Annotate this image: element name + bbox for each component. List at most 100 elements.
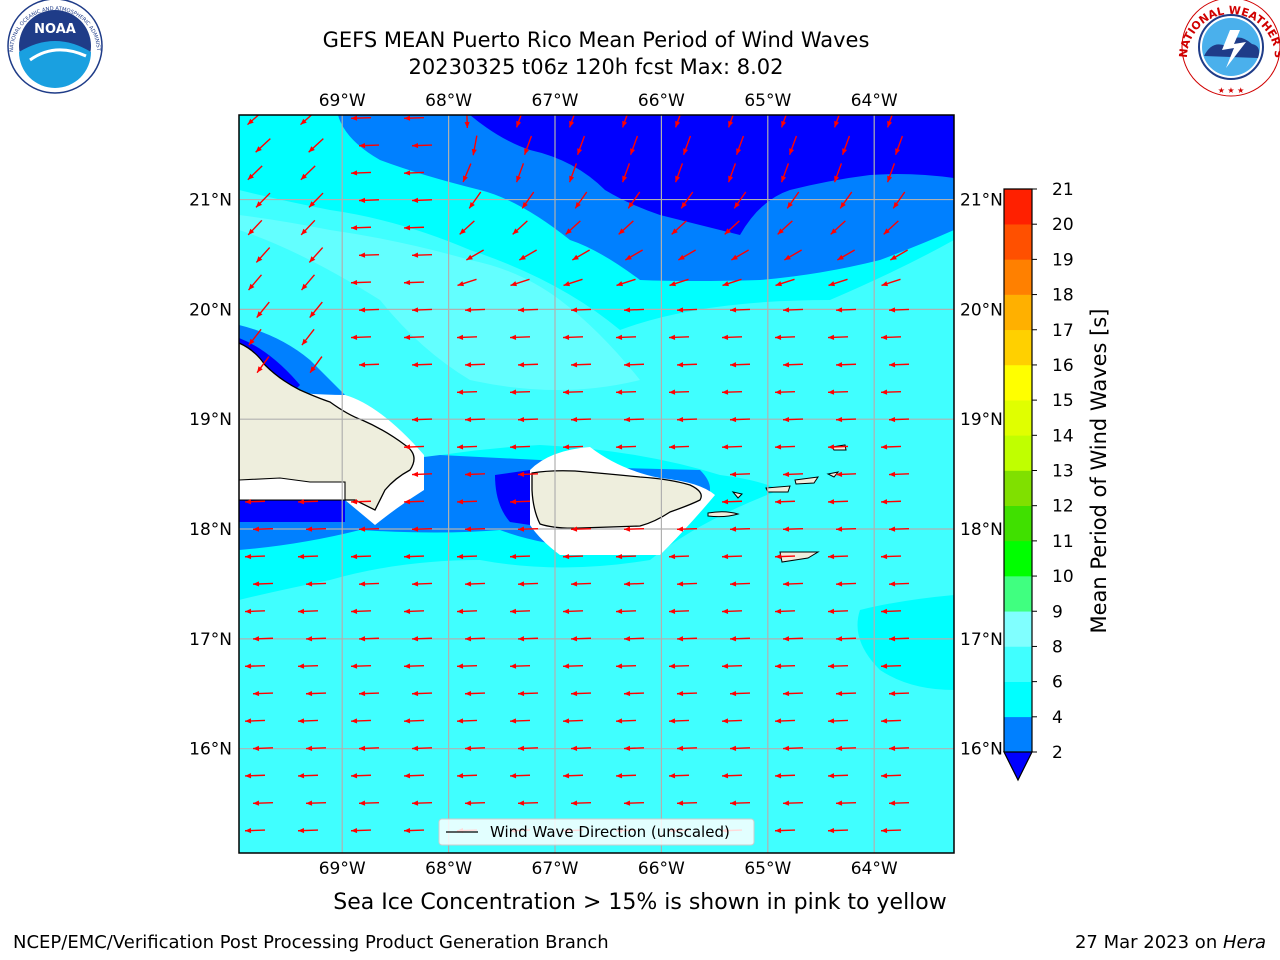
direction-arrow [255, 138, 271, 153]
direction-arrow [515, 163, 525, 183]
colorbar-tick-11: 16 [1052, 356, 1074, 376]
colorbar-tick-0: 2 [1052, 743, 1063, 763]
direction-arrow [297, 663, 319, 669]
direction-arrow [568, 163, 578, 183]
direction-arrow [509, 389, 531, 395]
lat-tick-right-5: 16°N [960, 740, 1003, 760]
direction-arrow [671, 220, 687, 235]
direction-arrow [464, 416, 486, 423]
direction-arrow [735, 135, 745, 156]
direction-arrow [827, 608, 849, 614]
direction-arrow [403, 225, 425, 231]
direction-arrow [471, 135, 478, 156]
direction-arrow [623, 362, 645, 368]
direction-arrow [729, 581, 751, 587]
colorbar-tick-9: 14 [1052, 426, 1074, 446]
direction-arrow [403, 170, 425, 176]
direction-arrow [788, 135, 798, 156]
direction-arrow [888, 581, 910, 587]
colorbar-segment-6 [1004, 505, 1032, 542]
direction-arrow [309, 301, 323, 319]
direction-arrow [827, 389, 849, 395]
colorbar: 2 4 6 8 9 10 11 12 13 14 15 16 17 18 19 20 21 [1003, 180, 1074, 782]
direction-arrow [244, 499, 266, 505]
direction-arrow [252, 581, 274, 587]
direction-arrow [888, 471, 910, 477]
direction-arrow [358, 142, 380, 149]
map-legend: Wind Wave Direction (unscaled) [438, 818, 755, 846]
direction-arrow [880, 553, 902, 560]
direction-arrow [456, 389, 478, 395]
direction-arrow [880, 608, 902, 614]
direction-arrow [562, 389, 584, 395]
direction-arrow [621, 163, 631, 183]
direction-arrow [623, 416, 645, 423]
colorbar-segment-13 [1004, 259, 1032, 295]
colorbar-segment-0 [1004, 716, 1032, 753]
direction-arrow [830, 220, 846, 235]
direction-arrow [403, 115, 425, 121]
direction-arrow [827, 334, 849, 340]
direction-arrow [244, 827, 266, 834]
map-plot [239, 115, 954, 853]
wave-period-field-8-9-west [239, 215, 640, 390]
direction-arrow [674, 115, 681, 128]
colorbar-extend-min [1003, 751, 1033, 782]
direction-arrow [782, 636, 804, 642]
direction-arrow [411, 690, 433, 697]
direction-arrow [309, 356, 323, 374]
colorbar-segment-4 [1004, 576, 1032, 612]
lon-tick-bottom-3: 66°W [638, 859, 685, 879]
direction-arrow [403, 608, 425, 614]
direction-arrow [886, 163, 896, 183]
direction-arrow [509, 553, 531, 560]
direction-arrow [629, 135, 639, 156]
direction-arrow [729, 800, 751, 806]
wave-period-field-under-2-north [470, 115, 954, 235]
direction-arrow [880, 334, 902, 340]
direction-arrow [623, 690, 645, 697]
direction-arrow [888, 526, 910, 532]
direction-arrow [403, 827, 425, 834]
direction-arrow [411, 142, 433, 149]
direction-arrow [623, 307, 645, 313]
direction-arrow [721, 389, 743, 395]
direction-arrow [886, 115, 893, 128]
direction-arrow [733, 191, 747, 209]
direction-arrow [517, 745, 539, 751]
direction-arrow [682, 135, 692, 156]
direction-arrow [562, 773, 584, 779]
direction-arrow [729, 526, 751, 532]
direction-arrow [570, 416, 592, 423]
direction-arrow [782, 471, 804, 477]
colorbar-label: Mean Period of Wind Waves [s] [1087, 309, 1111, 634]
direction-arrow [297, 553, 319, 560]
lat-tick-right-3: 18°N [960, 520, 1003, 540]
direction-arrow [729, 362, 751, 368]
direction-arrow [572, 249, 590, 261]
direction-arrow [411, 636, 433, 642]
direction-arrow [305, 636, 327, 642]
direction-arrow [721, 334, 743, 340]
direction-arrow [403, 718, 425, 724]
direction-arrow [835, 690, 857, 697]
direction-arrow [358, 307, 380, 313]
direction-arrow [247, 115, 260, 126]
direction-arrow [827, 718, 849, 724]
direction-arrow [308, 138, 324, 153]
colorbar-segment-11 [1004, 329, 1032, 366]
colorbar-tick-12: 17 [1052, 321, 1074, 341]
colorbar-tick-10: 15 [1052, 391, 1074, 411]
direction-arrow [888, 416, 910, 423]
direction-arrow [464, 800, 486, 806]
direction-arrow [892, 191, 906, 209]
direction-arrow [300, 274, 316, 291]
lon-tick-bottom-4: 65°W [744, 859, 791, 879]
lon-ticks-bottom: 69°W 68°W 67°W 66°W 65°W 64°W [319, 859, 898, 879]
direction-arrow [456, 553, 478, 560]
direction-arrow [570, 690, 592, 697]
direction-arrow [305, 745, 327, 751]
direction-arrow [721, 608, 743, 614]
direction-arrow [411, 471, 433, 477]
direction-arrow [509, 608, 531, 614]
